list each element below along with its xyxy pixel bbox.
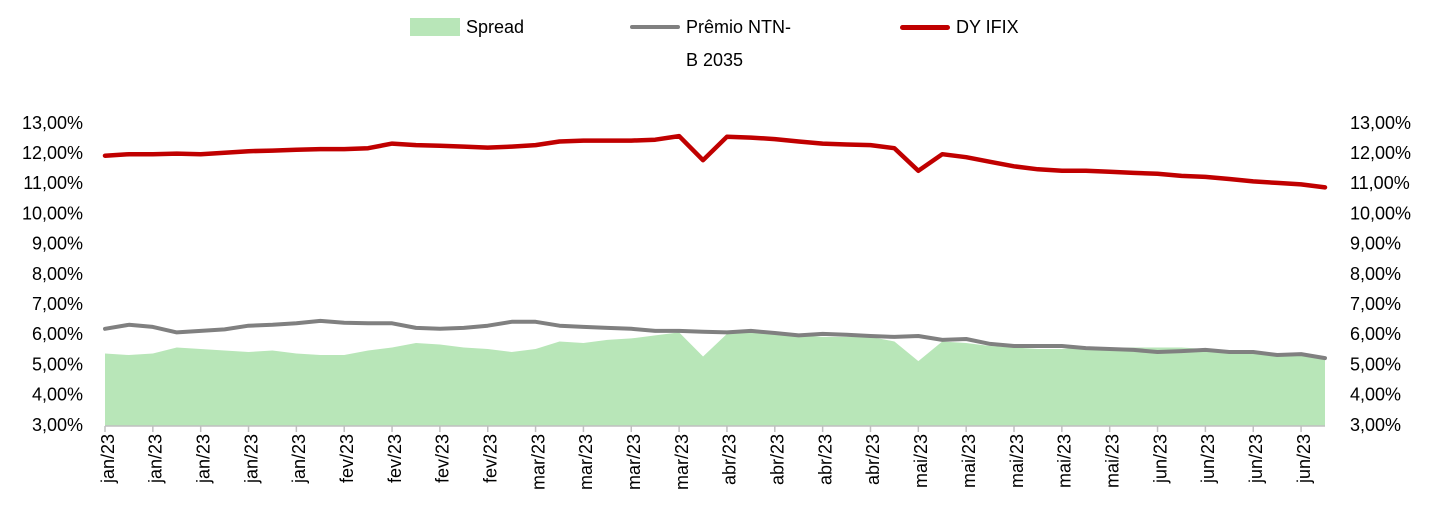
y2-tick-label: 12,00% [1350, 143, 1411, 163]
x-tick-label: abr/23 [863, 434, 883, 485]
x-tick-label: mar/23 [624, 434, 644, 490]
x-tick-label: mai/23 [911, 434, 931, 488]
y2-tick-label: 8,00% [1350, 264, 1401, 284]
y-tick-label: 3,00% [32, 415, 83, 435]
y-tick-label: 7,00% [32, 294, 83, 314]
x-tick-label: jun/23 [1246, 434, 1266, 484]
x-tick-label: abr/23 [815, 434, 835, 485]
y2-tick-label: 9,00% [1350, 234, 1401, 254]
x-tick-label: jan/23 [146, 434, 166, 484]
x-tick-label: mar/23 [576, 434, 596, 490]
y-tick-label: 8,00% [32, 264, 83, 284]
x-tick-label: mar/23 [672, 434, 692, 490]
y-tick-label: 12,00% [22, 143, 83, 163]
x-tick-label: fev/23 [433, 434, 453, 483]
y-tick-label: 9,00% [32, 234, 83, 254]
legend-swatch [900, 25, 950, 30]
series-line [103, 318, 1327, 361]
x-tick-label: mai/23 [1055, 434, 1075, 488]
x-tick-label: fev/23 [337, 434, 357, 483]
y2-tick-label: 11,00% [1350, 173, 1410, 193]
y-tick-label: 10,00% [22, 203, 83, 223]
y2-tick-label: 3,00% [1350, 415, 1401, 435]
x-tick-label: jan/23 [193, 434, 213, 484]
x-tick-label: mai/23 [1102, 434, 1122, 488]
x-tick-label: fev/23 [480, 434, 500, 483]
y2-tick-label: 10,00% [1350, 203, 1411, 223]
x-tick-label: mai/23 [1007, 434, 1027, 488]
y-tick-label: 6,00% [32, 324, 83, 344]
spread-area [105, 332, 1325, 426]
legend-label: Prêmio NTN-B 2035 [686, 17, 792, 70]
legend-label: Spread [466, 17, 525, 37]
x-tick-label: jun/23 [1150, 434, 1170, 484]
x-tick-label: jun/23 [1294, 434, 1314, 484]
y-tick-label: 13,00% [22, 113, 83, 133]
y2-tick-label: 5,00% [1350, 354, 1401, 374]
y2-tick-label: 7,00% [1350, 294, 1401, 314]
legend-swatch [410, 18, 460, 36]
x-tick-label: mar/23 [528, 434, 548, 490]
x-tick-label: fev/23 [385, 434, 405, 483]
x-tick-label: abr/23 [720, 434, 740, 485]
legend-label: DY IFIX [956, 17, 1019, 37]
x-tick-label: jan/23 [289, 434, 309, 484]
x-tick-label: abr/23 [768, 434, 788, 485]
y2-tick-label: 4,00% [1350, 385, 1401, 405]
legend-swatch [630, 25, 680, 29]
y2-tick-label: 6,00% [1350, 324, 1401, 344]
y-tick-label: 5,00% [32, 354, 83, 374]
x-tick-label: jan/23 [98, 434, 118, 484]
y-tick-label: 4,00% [32, 385, 83, 405]
x-tick-label: mai/23 [959, 434, 979, 488]
x-tick-label: jun/23 [1198, 434, 1218, 484]
y-tick-label: 11,00% [23, 173, 83, 193]
y2-tick-label: 13,00% [1350, 113, 1411, 133]
series-line [102, 133, 1328, 190]
x-tick-label: jan/23 [241, 434, 261, 484]
